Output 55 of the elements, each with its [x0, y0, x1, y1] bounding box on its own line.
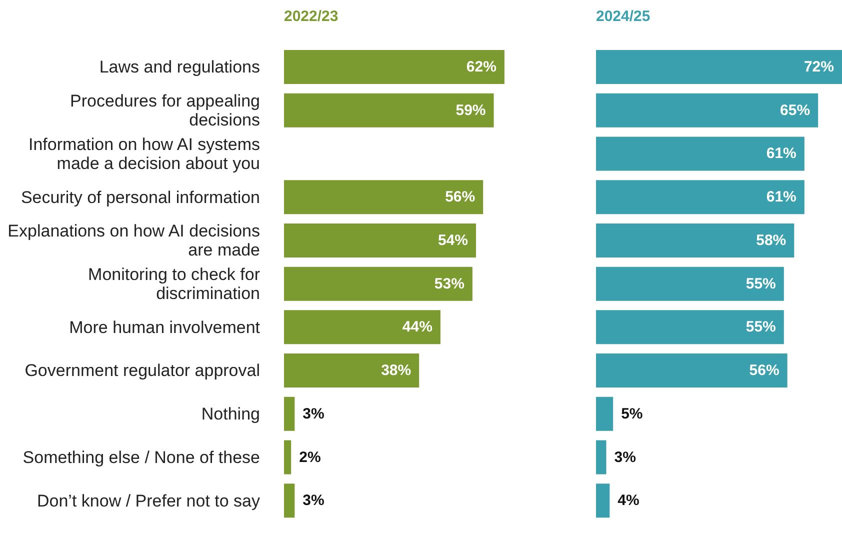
chart-title: 2024/25 — [596, 8, 650, 25]
bar — [284, 266, 472, 301]
data-label: 55% — [746, 318, 776, 336]
bar — [284, 484, 295, 518]
bar — [284, 310, 440, 344]
bar — [284, 396, 295, 431]
data-label: 55% — [746, 275, 776, 292]
data-label: 5% — [621, 405, 643, 422]
bar — [596, 440, 606, 474]
data-label: 62% — [466, 58, 496, 76]
y-tick-label: Don’t know / Prefer not to say — [37, 490, 260, 510]
data-label: 38% — [381, 362, 412, 380]
bar — [596, 136, 804, 171]
y-tick-label: Monitoring to check for discrimination — [88, 264, 260, 302]
data-label: 3% — [614, 448, 636, 466]
bar — [284, 50, 504, 84]
chart-title: 2022/23 — [284, 8, 338, 25]
data-label: 72% — [804, 58, 834, 76]
bar — [596, 354, 788, 388]
bar — [596, 50, 842, 84]
bar — [284, 223, 476, 258]
bar — [596, 180, 804, 214]
data-label: 58% — [756, 232, 786, 249]
data-label: 59% — [456, 102, 486, 119]
bar — [596, 310, 784, 344]
data-label: 3% — [302, 492, 324, 510]
data-label: 4% — [618, 492, 640, 510]
y-tick-label: Security of personal information — [20, 187, 260, 206]
y-tick-label: Laws and regulations — [99, 57, 260, 76]
data-label: 56% — [445, 188, 476, 206]
data-label: 2% — [299, 448, 321, 466]
data-label: 56% — [749, 362, 780, 380]
bar — [596, 396, 614, 431]
bar — [284, 440, 292, 474]
data-label: 53% — [434, 275, 464, 292]
data-label: 3% — [302, 405, 324, 422]
y-tick-label: Explanations on how AI decisions are made — [8, 221, 260, 260]
bar — [284, 93, 494, 128]
y-tick-label: More human involvement — [69, 317, 260, 336]
y-tick-label: Something else / None of these — [22, 447, 260, 466]
bar — [596, 223, 794, 258]
bar — [596, 266, 784, 301]
y-tick-label: Nothing — [201, 404, 260, 424]
data-label: 54% — [438, 232, 468, 249]
data-label: 61% — [766, 188, 796, 206]
y-tick-label: Procedures for appealing decisions — [70, 91, 260, 130]
data-label: 44% — [402, 318, 432, 336]
bar — [284, 354, 420, 388]
bar — [596, 484, 610, 518]
data-label: 65% — [780, 102, 810, 119]
data-label: 61% — [766, 145, 796, 162]
bar — [596, 93, 818, 128]
bar — [284, 180, 484, 214]
y-tick-label: Government regulator approval — [24, 360, 260, 380]
y-tick-label: Information on how AI systems made a decision about you — [28, 134, 260, 172]
